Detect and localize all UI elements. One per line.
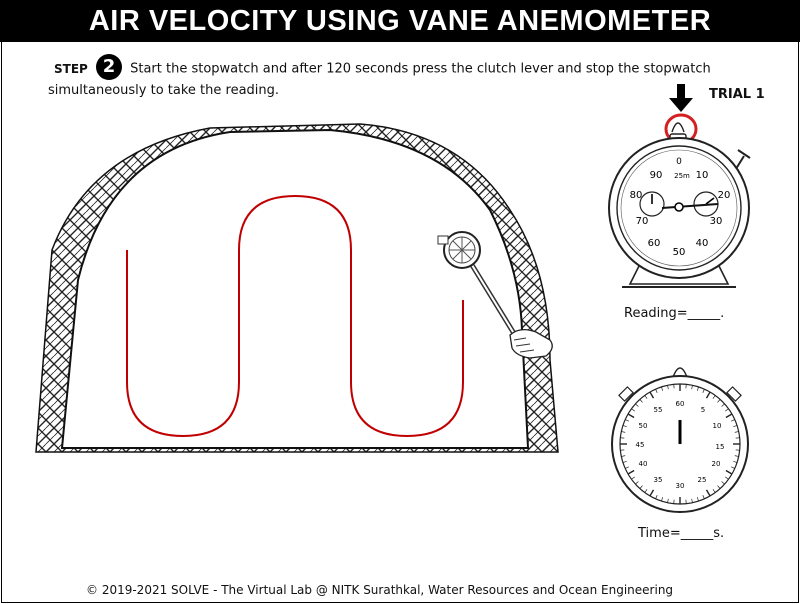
sw-num-15: 15 (716, 443, 725, 451)
down-arrow-icon (669, 84, 693, 112)
anemo-num-90: 90 (650, 170, 663, 181)
step-number-badge: 2 (95, 54, 122, 80)
stopwatch-tick (712, 395, 716, 399)
stopwatch-icon: 60 5 10 15 20 25 30 35 40 45 50 55 (611, 367, 749, 513)
sw-num-60: 60 (676, 400, 685, 408)
stopwatch-tick (702, 495, 705, 499)
step-label: STEP (54, 61, 88, 76)
stopwatch-tick (712, 489, 716, 493)
stopwatch-tick (621, 455, 626, 457)
anemo-num-40: 40 (696, 238, 709, 249)
stopwatch-tick (627, 469, 635, 475)
reading-label: Reading=_____. (624, 306, 725, 321)
stopwatch-tick (631, 476, 635, 480)
stopwatch-tick (734, 455, 739, 457)
stopwatch-tick (644, 489, 648, 493)
stopwatch-tick (725, 476, 729, 480)
stopwatch-tick (733, 425, 738, 428)
stopwatch-tick (627, 413, 635, 419)
stopwatch-tick (721, 403, 725, 407)
tunnel-scene (35, 123, 559, 453)
stopwatch-tick (621, 431, 626, 433)
stopwatch-tick (717, 485, 721, 489)
stopwatch-tick (725, 408, 729, 412)
sw-num-55: 55 (654, 406, 663, 414)
stopwatch-tick (667, 498, 669, 503)
anemo-unit-label: 25m (674, 172, 690, 180)
anemo-num-10: 10 (696, 170, 709, 181)
stopwatch-tick (622, 425, 627, 428)
sw-num-45: 45 (636, 441, 645, 449)
stopwatch-tick (725, 413, 733, 419)
sw-num-50: 50 (639, 422, 648, 430)
anemo-num-50: 50 (673, 247, 686, 258)
hand-icon (509, 328, 553, 359)
stopwatch-tick (667, 385, 669, 390)
content-frame (1, 42, 799, 603)
sw-num-10: 10 (713, 422, 722, 430)
stopwatch-tick (631, 408, 635, 412)
stopwatch-tick (731, 466, 735, 469)
stopwatch-tick (655, 389, 658, 393)
stopwatch-tick (639, 399, 643, 403)
anemo-num-70: 70 (636, 216, 649, 227)
sw-num-5: 5 (701, 406, 705, 414)
anemo-top-label: 0 (676, 157, 682, 167)
stopwatch-tick (625, 466, 629, 469)
stopwatch-tick (644, 395, 648, 399)
page-title: AIR VELOCITY USING VANE ANEMOMETER (0, 0, 800, 42)
anemo-num-30: 30 (710, 216, 723, 227)
traverse-path (126, 194, 464, 438)
stopwatch-tick (661, 386, 664, 391)
sw-num-35: 35 (654, 476, 663, 484)
stopwatch-tick (717, 399, 721, 403)
stopwatch-tick (639, 485, 643, 489)
stopwatch-tick (696, 386, 699, 391)
stopwatch-tick (721, 481, 725, 485)
sw-num-30: 30 (676, 482, 685, 490)
stopwatch-tick (649, 391, 655, 399)
stopwatch-tick (661, 497, 664, 502)
step-text: Start the stopwatch and after 120 second… (48, 61, 711, 99)
anemo-num-60: 60 (648, 238, 661, 249)
stopwatch-tick (691, 385, 693, 390)
stopwatch-tick (705, 391, 711, 399)
stopwatch-tick (655, 495, 658, 499)
sw-num-40: 40 (639, 460, 648, 468)
stopwatch-tick (733, 460, 738, 463)
stopwatch-tick (635, 403, 639, 407)
stopwatch-tick (725, 469, 733, 475)
tunnel-opening (60, 128, 530, 449)
stopwatch-tick (734, 431, 739, 433)
stopwatch-tick (649, 489, 655, 497)
anemo-num-20: 20 (718, 190, 731, 201)
stopwatch-tick (691, 498, 693, 503)
sw-num-20: 20 (712, 460, 721, 468)
stopwatch-tick (731, 419, 735, 422)
stopwatch-tick (622, 460, 627, 463)
footer-copyright: © 2019-2021 SOLVE - The Virtual Lab @ NI… (86, 583, 674, 597)
stopwatch-tick (696, 497, 699, 502)
sw-num-25: 25 (698, 476, 707, 484)
step-instruction: STEP 2 Start the stopwatch and after 120… (48, 54, 788, 100)
stopwatch-tick (705, 489, 711, 497)
stopwatch-tick (625, 419, 629, 422)
trial-label: TRIAL 1 (709, 87, 765, 102)
anemometer-dial: 0 25m 90 10 80 20 70 30 60 40 50 (608, 122, 751, 288)
stopwatch-tick (702, 389, 705, 393)
stopwatch-tick (635, 481, 639, 485)
anemo-num-80: 80 (630, 190, 643, 201)
anemometer-icon (437, 231, 521, 342)
time-label: Time=_____s. (638, 526, 725, 541)
